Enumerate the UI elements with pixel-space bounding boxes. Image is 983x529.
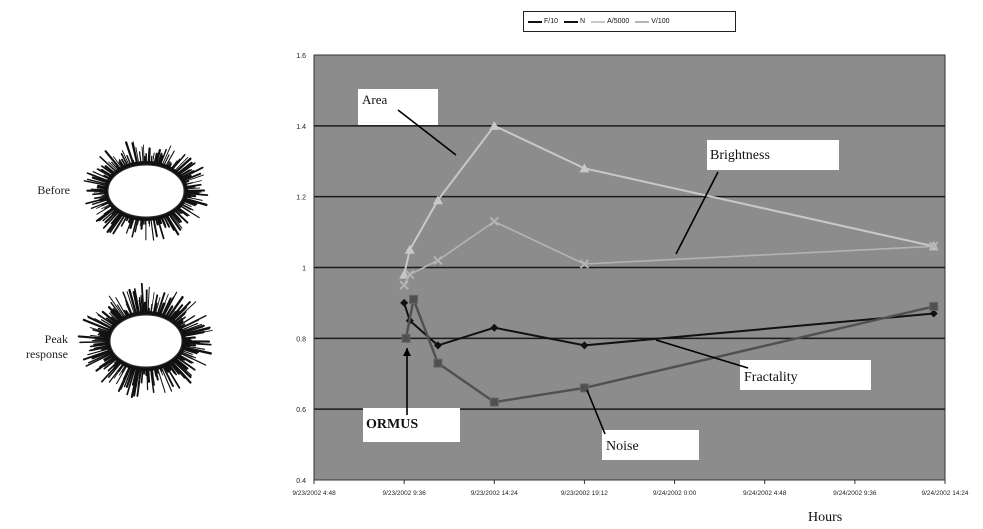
legend-label: V/100 bbox=[651, 18, 670, 25]
data-point-v-100 bbox=[489, 216, 499, 227]
data-point-a-5000 bbox=[489, 120, 500, 130]
x-tick-label: 9/23/2002 9:36 bbox=[382, 490, 426, 497]
legend-swatch bbox=[591, 20, 606, 23]
y-tick-label: 1.2 bbox=[296, 195, 306, 202]
x-axis-ticks: 9/23/2002 4:48 9/23/2002 9:36 9/23/2002 14… bbox=[292, 480, 969, 497]
data-point-n bbox=[489, 397, 499, 407]
x-tick-label: 9/24/2002 14:24 bbox=[922, 490, 969, 497]
annotation-ormus-box bbox=[363, 408, 460, 442]
legend-label: N bbox=[580, 18, 586, 25]
annotation-area-leader bbox=[397, 109, 457, 156]
y-tick-label: 0.4 bbox=[296, 478, 306, 485]
data-point-f-10 bbox=[580, 341, 589, 350]
peak-label-line1: Peak bbox=[44, 332, 68, 346]
y-axis-ticks: 0.4 0.6 0.8 1 1.2 1.4 1.6 bbox=[296, 53, 306, 485]
legend-entry-f-10: F/10 bbox=[528, 18, 558, 25]
annotation-brightness-box bbox=[707, 140, 839, 170]
legend-label: A/5000 bbox=[607, 18, 630, 25]
x-tick-label: 9/23/2002 19:12 bbox=[561, 490, 608, 497]
x-tick-label: 9/24/2002 9:36 bbox=[833, 490, 877, 497]
before-label: Before bbox=[37, 183, 70, 197]
peak-label-line2: response bbox=[26, 347, 68, 361]
annotation-noise-text: Noise bbox=[606, 439, 639, 454]
x-tick-label: 9/24/2002 4:48 bbox=[743, 490, 787, 497]
annotation-area-text: Area bbox=[362, 92, 387, 107]
chart-legend: F/10 N A/5000 V/100 bbox=[523, 11, 736, 32]
before-corona-image bbox=[83, 141, 209, 241]
annotation-brightness-leader bbox=[675, 171, 719, 255]
data-point-n bbox=[929, 301, 939, 311]
data-point-n bbox=[433, 358, 443, 368]
legend-entry-v-100: V/100 bbox=[635, 18, 670, 25]
x-axis-label: Hours bbox=[808, 510, 843, 525]
x-tick-label: 9/23/2002 14:24 bbox=[471, 490, 518, 497]
y-tick-label: 1.6 bbox=[296, 53, 306, 60]
data-point-n bbox=[579, 383, 589, 393]
data-point-a-5000 bbox=[432, 195, 443, 205]
annotation-brightness-text: Brightness bbox=[710, 148, 770, 163]
data-point-v-100 bbox=[433, 255, 443, 266]
legend-swatch bbox=[564, 20, 579, 23]
data-point-v-100 bbox=[579, 259, 590, 269]
annotation-noise-leader bbox=[586, 389, 606, 435]
x-tick-label: 9/23/2002 4:48 bbox=[292, 490, 336, 497]
annotation-fractality-box bbox=[740, 360, 871, 390]
y-tick-label: 0.6 bbox=[296, 407, 306, 414]
annotation-ormus-arrowhead bbox=[403, 348, 411, 356]
legend-label: F/10 bbox=[544, 18, 559, 25]
y-tick-label: 0.8 bbox=[296, 336, 306, 343]
annotation-fractality-leader bbox=[655, 339, 749, 369]
series-lines bbox=[399, 120, 939, 407]
annotation-noise-box bbox=[602, 430, 699, 460]
data-point-v-100 bbox=[399, 280, 409, 290]
y-tick-label: 1.4 bbox=[296, 124, 306, 131]
annotation-ormus-text: ORMUS bbox=[366, 417, 418, 432]
annotation-fractality-text: Fractality bbox=[744, 370, 798, 385]
peak-response-corona-image bbox=[77, 283, 213, 398]
legend-entry-a-5000: A/5000 bbox=[591, 18, 629, 25]
y-tick-label: 1 bbox=[302, 266, 306, 273]
annotation-area-box bbox=[358, 89, 438, 125]
annotations: Area Brightness Fractality Noise ORMUS bbox=[358, 89, 871, 460]
data-point-v-100 bbox=[929, 241, 939, 251]
legend-entry-n: N bbox=[564, 18, 585, 25]
data-point-a-5000 bbox=[404, 244, 415, 254]
series-line-a-5000 bbox=[403, 124, 934, 275]
data-point-n bbox=[401, 333, 411, 343]
data-point-f-10 bbox=[490, 323, 499, 332]
data-point-f-10 bbox=[400, 298, 409, 307]
x-tick-label: 9/24/2002 0:00 bbox=[653, 490, 697, 497]
peak-response-label: Peak response bbox=[0, 332, 68, 362]
data-point-n bbox=[409, 294, 419, 304]
data-point-a-5000 bbox=[579, 163, 590, 173]
series-line-n bbox=[404, 295, 934, 404]
data-point-v-100 bbox=[405, 269, 415, 280]
data-point-f-10 bbox=[929, 309, 938, 318]
data-point-f-10 bbox=[433, 341, 442, 350]
legend-swatch bbox=[635, 20, 650, 23]
legend-swatch bbox=[528, 20, 542, 23]
